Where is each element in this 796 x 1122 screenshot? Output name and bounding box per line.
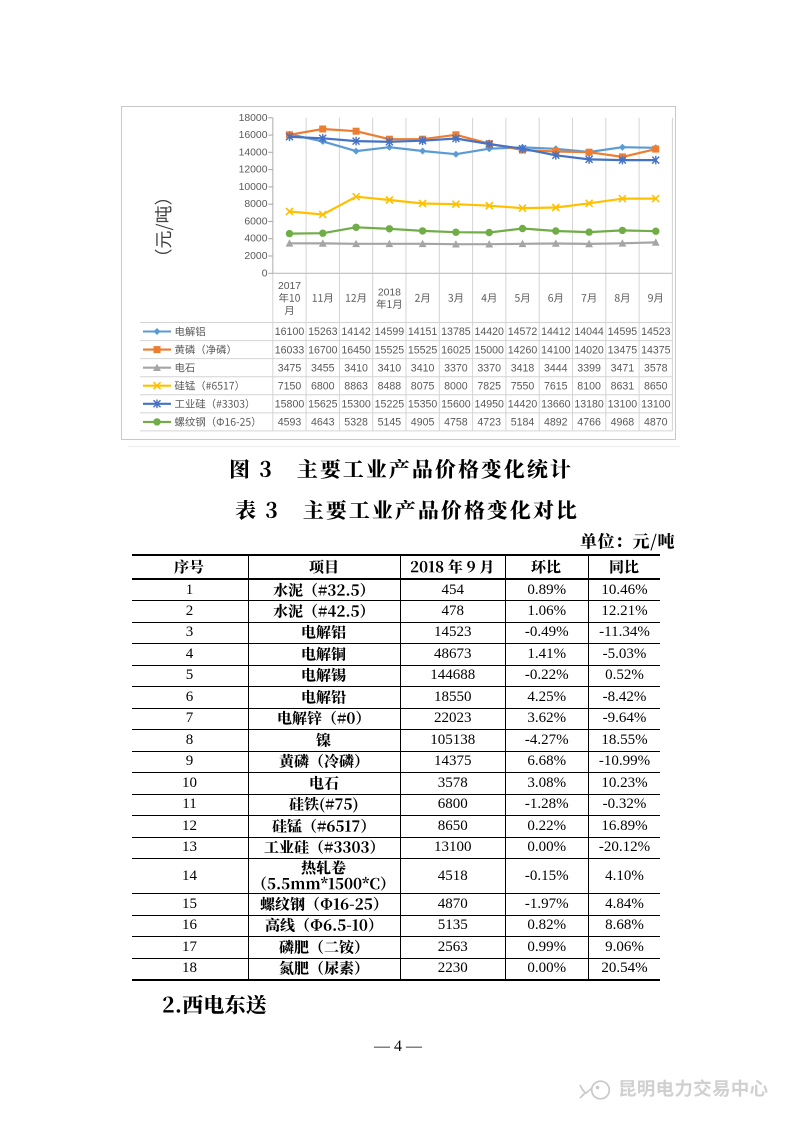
svg-text:3410: 3410 bbox=[411, 362, 435, 374]
svg-text:4593: 4593 bbox=[278, 417, 302, 429]
svg-text:16700: 16700 bbox=[308, 344, 338, 356]
svg-text:7825: 7825 bbox=[477, 380, 501, 392]
svg-text:15350: 15350 bbox=[408, 399, 438, 411]
svg-text:3370: 3370 bbox=[477, 362, 501, 374]
svg-text:13100: 13100 bbox=[608, 399, 638, 411]
svg-text:16450: 16450 bbox=[341, 344, 371, 356]
svg-text:3455: 3455 bbox=[311, 362, 335, 374]
svg-text:4905: 4905 bbox=[411, 417, 435, 429]
svg-text:3444: 3444 bbox=[544, 362, 568, 374]
svg-text:12000: 12000 bbox=[239, 165, 268, 176]
svg-text:15263: 15263 bbox=[308, 326, 338, 338]
svg-text:3578: 3578 bbox=[644, 362, 668, 374]
svg-text:14523: 14523 bbox=[641, 326, 671, 338]
svg-text:14020: 14020 bbox=[574, 344, 604, 356]
svg-text:4968: 4968 bbox=[611, 417, 635, 429]
svg-text:7615: 7615 bbox=[544, 380, 568, 392]
svg-text:7550: 7550 bbox=[511, 380, 535, 392]
svg-text:4766: 4766 bbox=[577, 417, 601, 429]
svg-text:8650: 8650 bbox=[644, 380, 668, 392]
svg-text:13100: 13100 bbox=[641, 399, 671, 411]
svg-text:14000: 14000 bbox=[239, 147, 268, 158]
svg-text:15525: 15525 bbox=[408, 344, 438, 356]
svg-text:13785: 13785 bbox=[441, 326, 471, 338]
svg-text:5145: 5145 bbox=[378, 417, 402, 429]
svg-text:8488: 8488 bbox=[378, 380, 402, 392]
svg-text:14420: 14420 bbox=[474, 326, 504, 338]
svg-text:3418: 3418 bbox=[511, 362, 535, 374]
svg-text:4723: 4723 bbox=[477, 417, 501, 429]
svg-text:6000: 6000 bbox=[244, 217, 267, 228]
svg-text:8631: 8631 bbox=[611, 380, 635, 392]
svg-text:14599: 14599 bbox=[375, 326, 405, 338]
svg-text:2017: 2017 bbox=[278, 281, 301, 292]
svg-text:14044: 14044 bbox=[574, 326, 604, 338]
svg-text:8863: 8863 bbox=[344, 380, 368, 392]
svg-text:13660: 13660 bbox=[541, 399, 571, 411]
svg-text:16033: 16033 bbox=[275, 344, 305, 356]
svg-text:8000: 8000 bbox=[444, 380, 468, 392]
svg-text:15600: 15600 bbox=[441, 399, 471, 411]
svg-text:8075: 8075 bbox=[411, 380, 435, 392]
svg-text:14572: 14572 bbox=[508, 326, 538, 338]
svg-text:8000: 8000 bbox=[244, 199, 267, 210]
svg-text:10000: 10000 bbox=[239, 182, 268, 193]
svg-text:16025: 16025 bbox=[441, 344, 471, 356]
svg-text:14151: 14151 bbox=[408, 326, 438, 338]
svg-text:14375: 14375 bbox=[641, 344, 671, 356]
svg-text:4758: 4758 bbox=[444, 417, 468, 429]
svg-text:5184: 5184 bbox=[511, 417, 535, 429]
svg-text:13475: 13475 bbox=[608, 344, 638, 356]
svg-text:0: 0 bbox=[262, 268, 268, 279]
svg-text:14100: 14100 bbox=[541, 344, 571, 356]
svg-text:3410: 3410 bbox=[378, 362, 402, 374]
svg-text:15300: 15300 bbox=[341, 399, 371, 411]
svg-text:15525: 15525 bbox=[375, 344, 405, 356]
svg-text:14595: 14595 bbox=[608, 326, 638, 338]
svg-text:14260: 14260 bbox=[508, 344, 538, 356]
svg-text:3410: 3410 bbox=[344, 362, 368, 374]
svg-text:3399: 3399 bbox=[577, 362, 601, 374]
svg-text:3475: 3475 bbox=[278, 362, 302, 374]
svg-text:3370: 3370 bbox=[444, 362, 468, 374]
svg-text:15225: 15225 bbox=[375, 399, 405, 411]
svg-text:2018: 2018 bbox=[378, 287, 401, 298]
svg-text:13180: 13180 bbox=[574, 399, 604, 411]
svg-text:15625: 15625 bbox=[308, 399, 338, 411]
svg-text:4000: 4000 bbox=[244, 234, 267, 245]
svg-text:4643: 4643 bbox=[311, 417, 335, 429]
svg-text:8100: 8100 bbox=[577, 380, 601, 392]
svg-text:16000: 16000 bbox=[239, 130, 268, 141]
svg-text:15000: 15000 bbox=[474, 344, 504, 356]
svg-text:15800: 15800 bbox=[275, 399, 305, 411]
svg-text:14950: 14950 bbox=[474, 399, 504, 411]
svg-text:4892: 4892 bbox=[544, 417, 568, 429]
svg-text:3471: 3471 bbox=[611, 362, 635, 374]
svg-text:7150: 7150 bbox=[278, 380, 302, 392]
svg-text:16100: 16100 bbox=[275, 326, 305, 338]
svg-text:14412: 14412 bbox=[541, 326, 571, 338]
svg-text:18000: 18000 bbox=[239, 113, 268, 124]
svg-text:5328: 5328 bbox=[344, 417, 368, 429]
svg-text:4870: 4870 bbox=[644, 417, 668, 429]
svg-text:2000: 2000 bbox=[244, 251, 267, 262]
svg-text:14420: 14420 bbox=[508, 399, 538, 411]
svg-text:6800: 6800 bbox=[311, 380, 335, 392]
svg-text:14142: 14142 bbox=[341, 326, 371, 338]
